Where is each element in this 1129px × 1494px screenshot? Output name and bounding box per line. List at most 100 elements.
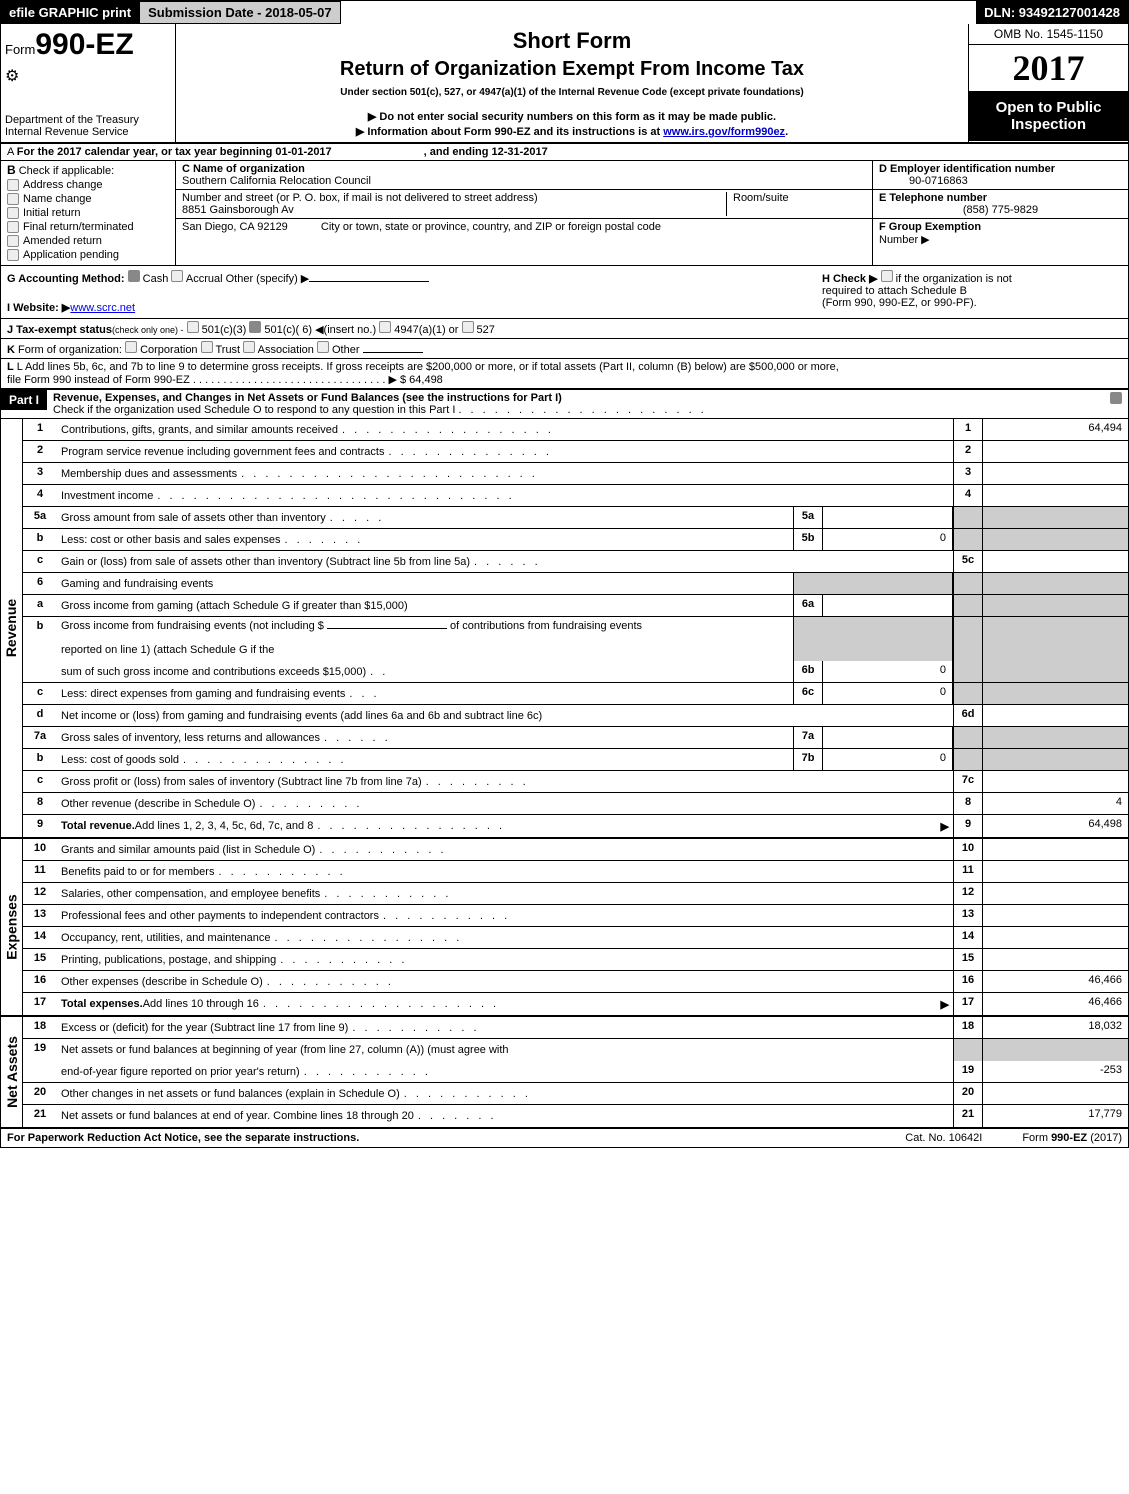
other-input[interactable]: [309, 281, 429, 282]
fundraising-amount-input[interactable]: [327, 628, 447, 629]
line-box: 7c: [953, 771, 983, 792]
line-box: 21: [953, 1105, 983, 1127]
line-val: [983, 839, 1128, 860]
grey-box: [953, 727, 983, 748]
line-num: 6: [23, 573, 57, 594]
line-box: 19: [953, 1061, 983, 1082]
cb-cash[interactable]: [128, 270, 140, 282]
cb-address-change[interactable]: [7, 179, 19, 191]
form-subtitle: Under section 501(c), 527, or 4947(a)(1)…: [184, 87, 960, 98]
grey-box: [953, 595, 983, 616]
cb-accrual[interactable]: [171, 270, 183, 282]
line-desc: Gross income from fundraising events (no…: [61, 620, 324, 632]
open-line2: Inspection: [971, 116, 1126, 133]
cb-final-return[interactable]: [7, 221, 19, 233]
line-num: c: [23, 683, 57, 704]
grey-box: [953, 639, 983, 661]
mid-num: 7a: [793, 727, 823, 748]
cb-schedule-b[interactable]: [881, 270, 893, 282]
grey-val: [983, 749, 1128, 770]
city-label: City or town, state or province, country…: [321, 221, 661, 233]
mid-num: 5b: [793, 529, 823, 550]
cb-name-change[interactable]: [7, 193, 19, 205]
line-desc: Gross sales of inventory, less returns a…: [61, 732, 320, 744]
grey-box: [953, 529, 983, 550]
line-desc: Excess or (deficit) for the year (Subtra…: [61, 1022, 348, 1034]
phone-cell: E Telephone number (858) 775-9829: [873, 190, 1128, 219]
h-text3: (Form 990, 990-EZ, or 990-PF).: [822, 297, 1122, 309]
line-box: 12: [953, 883, 983, 904]
grey-spacer: [793, 617, 823, 639]
line-box: 11: [953, 861, 983, 882]
info-suffix: .: [785, 126, 788, 138]
form-ref: Form 990-EZ (2017): [1022, 1132, 1122, 1144]
h-prefix: H Check ▶: [822, 273, 878, 285]
line-val: 64,494: [983, 419, 1128, 440]
open-public-badge: Open to Public Inspection: [969, 91, 1128, 141]
grey-val: [983, 1039, 1128, 1061]
line-desc: Occupancy, rent, utilities, and maintena…: [61, 932, 271, 944]
ein-cell: D Employer identification number 90-0716…: [873, 161, 1128, 190]
line-desc: Net assets or fund balances at end of ye…: [61, 1110, 414, 1122]
letter-a: A: [7, 146, 14, 158]
grey-spacer: [793, 639, 823, 661]
line-desc: Membership dues and assessments: [61, 468, 237, 480]
mid-val: 0: [823, 749, 953, 770]
line-val: [983, 771, 1128, 792]
line-desc: Printing, publications, postage, and shi…: [61, 954, 276, 966]
cb-other-org[interactable]: [317, 341, 329, 353]
header-left: Form990-EZ ⚙ Department of the Treasury …: [1, 24, 176, 142]
line-num: b: [23, 529, 57, 550]
line-box: 18: [953, 1017, 983, 1038]
cb-schedule-o[interactable]: [1110, 392, 1122, 404]
grey-val: [983, 683, 1128, 704]
footer: For Paperwork Reduction Act Notice, see …: [1, 1129, 1128, 1147]
grey-val: [983, 661, 1128, 682]
cb-assoc[interactable]: [243, 341, 255, 353]
line-num: 8: [23, 793, 57, 814]
line-box: 20: [953, 1083, 983, 1104]
grey-box: [953, 683, 983, 704]
grey-box: [953, 573, 983, 594]
website-link[interactable]: www.scrc.net: [70, 302, 135, 314]
line-num: 20: [23, 1083, 57, 1104]
cb-trust[interactable]: [201, 341, 213, 353]
part1-title: Revenue, Expenses, and Changes in Net As…: [47, 390, 1104, 418]
cb-corp[interactable]: [125, 341, 137, 353]
irs-link[interactable]: www.irs.gov/form990ez: [663, 126, 785, 138]
paperwork-notice: For Paperwork Reduction Act Notice, see …: [7, 1132, 359, 1144]
line-desc: Less: cost or other basis and sales expe…: [61, 534, 281, 546]
l-amount: ▶ $ 64,498: [388, 374, 442, 386]
cb-4947[interactable]: [379, 321, 391, 333]
line-box: 6d: [953, 705, 983, 726]
line-box: 10: [953, 839, 983, 860]
part1-header: Part I Revenue, Expenses, and Changes in…: [1, 390, 1128, 419]
line-num: 5a: [23, 507, 57, 528]
mid-val: [823, 507, 953, 528]
line-desc: Total revenue.: [61, 820, 135, 832]
line-desc: Gross profit or (loss) from sales of inv…: [61, 776, 422, 788]
line-val: [983, 905, 1128, 926]
form-prefix: Form: [5, 42, 35, 57]
cb-amended[interactable]: [7, 235, 19, 247]
other-org-input[interactable]: [363, 352, 423, 353]
section-abc: B Check if applicable: Address change Na…: [1, 161, 1128, 266]
cb-501c3[interactable]: [187, 321, 199, 333]
cb-application-pending[interactable]: [7, 249, 19, 261]
line-num: a: [23, 595, 57, 616]
line-val: 46,466: [983, 993, 1128, 1015]
line-num: 10: [23, 839, 57, 860]
submission-date: Submission Date - 2018-05-07: [139, 1, 341, 24]
grey-val: [983, 639, 1128, 661]
i-label: I Website: ▶: [7, 302, 70, 314]
form-number: 990-EZ: [35, 28, 133, 61]
line-desc: Other revenue (describe in Schedule O): [61, 798, 255, 810]
grey-spacer: [823, 617, 953, 639]
cb-initial-return[interactable]: [7, 207, 19, 219]
cb-527[interactable]: [462, 321, 474, 333]
expenses-section: Expenses 10Grants and similar amounts pa…: [1, 839, 1128, 1017]
cb-501c[interactable]: [249, 321, 261, 333]
revenue-section: Revenue 1Contributions, gifts, grants, a…: [1, 419, 1128, 839]
addr-label: Number and street (or P. O. box, if mail…: [182, 192, 726, 204]
info-note: ▶ Information about Form 990-EZ and its …: [184, 125, 960, 138]
